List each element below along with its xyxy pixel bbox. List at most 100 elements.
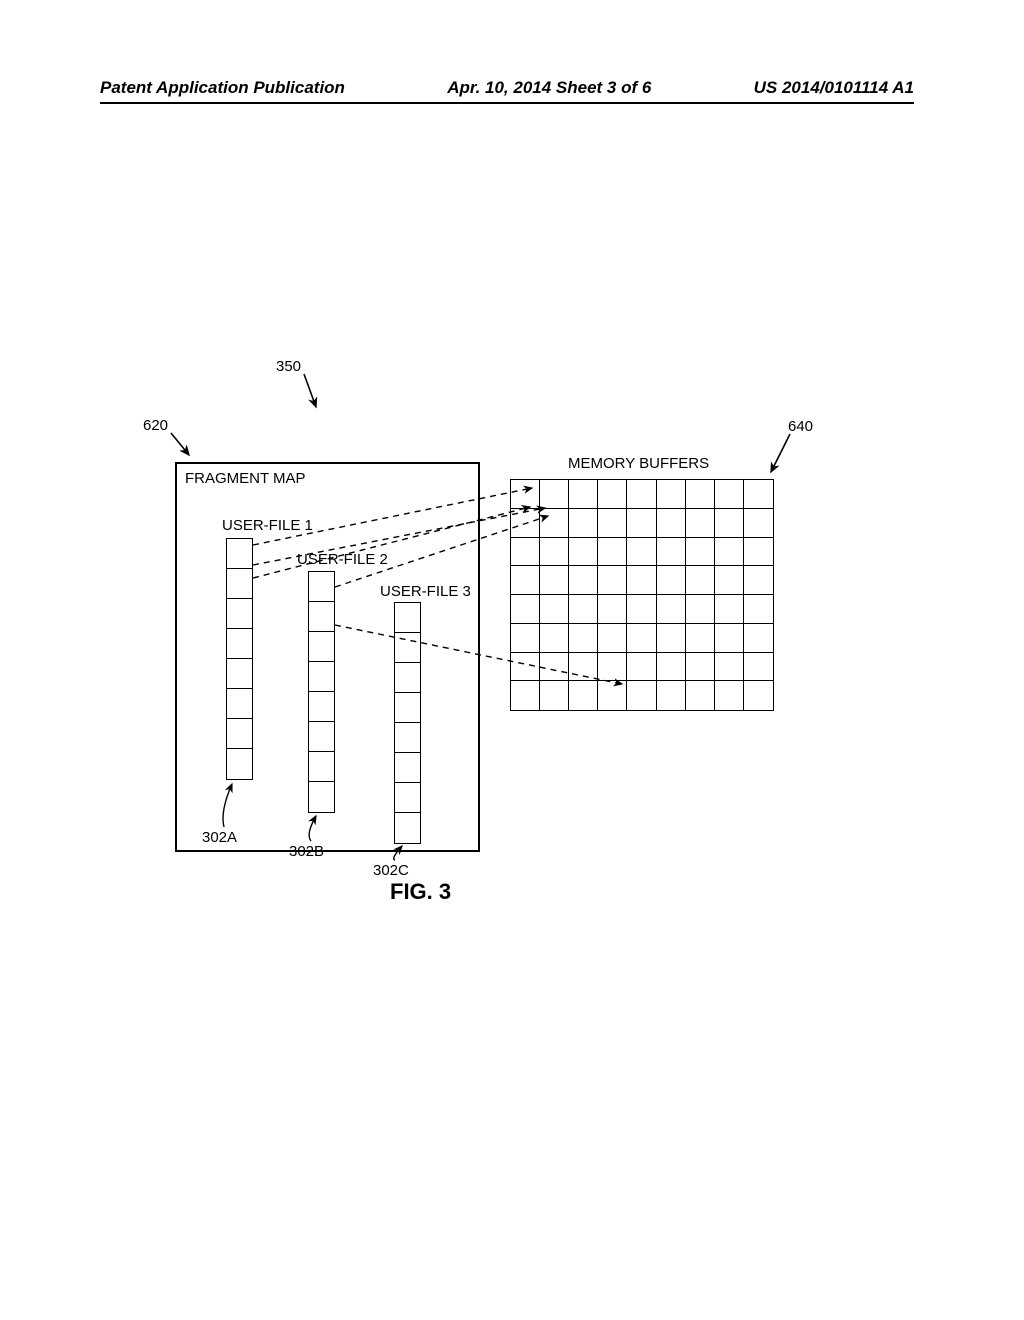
grid-cell — [715, 566, 744, 595]
ref-350: 350 — [276, 358, 301, 375]
grid-cell — [686, 509, 715, 538]
grid-cell — [715, 480, 744, 509]
column-cell — [227, 629, 252, 659]
label-memory-buffers: MEMORY BUFFERS — [568, 455, 709, 472]
column-cell — [227, 659, 252, 689]
header-rule — [100, 102, 914, 104]
grid-cell — [598, 566, 627, 595]
grid-cell — [744, 566, 773, 595]
grid-cell — [511, 538, 540, 567]
grid-cell — [569, 624, 598, 653]
column-cell — [309, 662, 334, 692]
grid-cell — [627, 624, 656, 653]
grid-cell — [715, 653, 744, 682]
grid-cell — [511, 681, 540, 710]
header-right: US 2014/0101114 A1 — [754, 78, 914, 98]
column-cell — [395, 753, 420, 783]
column-cell — [395, 693, 420, 723]
grid-cell — [627, 681, 656, 710]
grid-cell — [569, 566, 598, 595]
grid-cell — [598, 681, 627, 710]
column-user-file-2 — [308, 571, 335, 813]
grid-cell — [598, 509, 627, 538]
page-header: Patent Application Publication Apr. 10, … — [0, 78, 1024, 98]
header-center: Apr. 10, 2014 Sheet 3 of 6 — [447, 78, 651, 98]
label-user-file-2: USER-FILE 2 — [297, 551, 388, 568]
column-cell — [395, 783, 420, 813]
grid-cell — [686, 566, 715, 595]
grid-cell — [657, 509, 686, 538]
grid-cell — [511, 624, 540, 653]
column-cell — [395, 813, 420, 843]
column-cell — [227, 569, 252, 599]
grid-cell — [540, 480, 569, 509]
column-cell — [395, 663, 420, 693]
ref-620: 620 — [143, 417, 168, 434]
grid-cell — [598, 595, 627, 624]
grid-cell — [569, 595, 598, 624]
column-cell — [227, 719, 252, 749]
grid-cell — [598, 624, 627, 653]
grid-cell — [744, 681, 773, 710]
ref-302c: 302C — [373, 862, 409, 879]
grid-cell — [715, 681, 744, 710]
grid-cell — [511, 509, 540, 538]
column-cell — [309, 692, 334, 722]
column-cell — [227, 539, 252, 569]
column-cell — [395, 603, 420, 633]
grid-cell — [569, 509, 598, 538]
grid-cell — [598, 538, 627, 567]
column-cell — [309, 572, 334, 602]
grid-cell — [627, 509, 656, 538]
grid-cell — [657, 653, 686, 682]
grid-cell — [744, 538, 773, 567]
grid-cell — [540, 566, 569, 595]
label-user-file-3: USER-FILE 3 — [380, 583, 471, 600]
column-user-file-3 — [394, 602, 421, 844]
grid-cell — [511, 595, 540, 624]
grid-cell — [627, 538, 656, 567]
grid-cell — [657, 624, 686, 653]
grid-cell — [569, 653, 598, 682]
grid-cell — [657, 480, 686, 509]
label-fragment-map: FRAGMENT MAP — [185, 470, 306, 487]
column-cell — [309, 602, 334, 632]
grid-cell — [627, 595, 656, 624]
grid-cell — [540, 595, 569, 624]
grid-cell — [511, 653, 540, 682]
grid-cell — [540, 624, 569, 653]
figure-label: FIG. 3 — [390, 879, 451, 905]
grid-cell — [715, 624, 744, 653]
column-cell — [395, 723, 420, 753]
grid-cell — [569, 538, 598, 567]
header-left: Patent Application Publication — [100, 78, 345, 98]
grid-cell — [686, 538, 715, 567]
ref-302b: 302B — [289, 843, 324, 860]
grid-cell — [657, 681, 686, 710]
grid-cell — [715, 595, 744, 624]
grid-cell — [657, 595, 686, 624]
grid-cell — [744, 509, 773, 538]
grid-cell — [686, 595, 715, 624]
column-cell — [309, 632, 334, 662]
grid-cell — [686, 653, 715, 682]
ref-302a: 302A — [202, 829, 237, 846]
column-cell — [309, 782, 334, 812]
grid-cell — [540, 653, 569, 682]
grid-cell — [715, 538, 744, 567]
column-cell — [395, 633, 420, 663]
grid-cell — [569, 681, 598, 710]
column-cell — [309, 752, 334, 782]
grid-cell — [686, 624, 715, 653]
column-cell — [227, 749, 252, 779]
column-cell — [309, 722, 334, 752]
grid-cell — [744, 480, 773, 509]
grid-cell — [627, 480, 656, 509]
grid-cell — [540, 681, 569, 710]
grid-cell — [511, 566, 540, 595]
grid-cell — [598, 480, 627, 509]
grid-cell — [744, 653, 773, 682]
label-user-file-1: USER-FILE 1 — [222, 517, 313, 534]
grid-cell — [511, 480, 540, 509]
grid-cell — [657, 566, 686, 595]
